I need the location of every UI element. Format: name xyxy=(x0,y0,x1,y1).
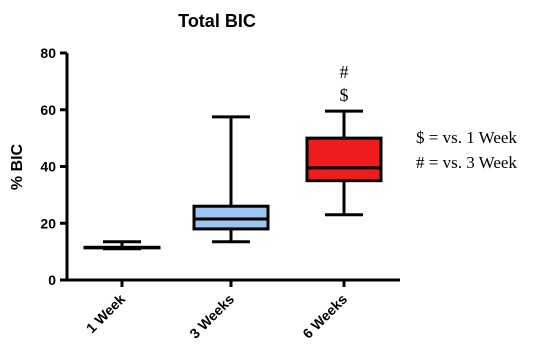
x-tick-label: 6 Weeks xyxy=(299,291,350,342)
y-tick-label: 80 xyxy=(40,45,56,61)
y-axis-label: % BIC xyxy=(9,143,26,190)
y-tick-label: 60 xyxy=(40,102,56,118)
legend-note-dollar: $ = vs. 1 Week xyxy=(416,128,517,147)
y-tick-label: 0 xyxy=(48,272,56,288)
box-1 xyxy=(83,240,161,251)
x-tick-label: 1 Week xyxy=(83,291,128,336)
box-2 xyxy=(192,115,270,244)
legend-notes: $ = vs. 1 Week # = vs. 3 Week xyxy=(416,128,517,172)
box-3 xyxy=(305,109,383,217)
significance-marker: $ xyxy=(340,85,349,105)
chart-title: Total BIC xyxy=(178,11,256,31)
x-tick-label: 3 Weeks xyxy=(186,291,237,342)
iqr-box xyxy=(305,136,383,183)
y-tick-label: 40 xyxy=(40,159,56,175)
y-axis: 0 20 40 60 80 xyxy=(40,45,69,288)
boxes-group xyxy=(83,109,383,251)
legend-note-hash: # = vs. 3 Week xyxy=(416,153,517,172)
significance-marker: # xyxy=(340,62,349,82)
x-axis: 1 Week 3 Weeks 6 Weeks xyxy=(66,278,400,342)
y-tick-label: 20 xyxy=(40,215,56,231)
annotations-group: #$ xyxy=(340,62,349,105)
